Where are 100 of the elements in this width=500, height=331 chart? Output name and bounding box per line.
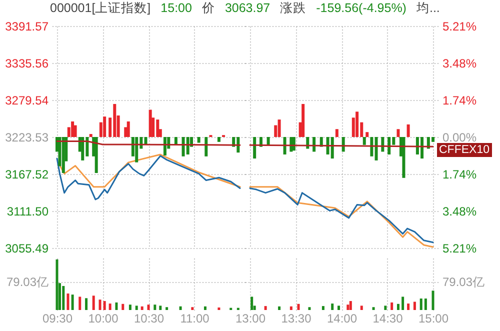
bar <box>135 137 138 162</box>
line-series <box>56 155 241 200</box>
y2-tick-label: 0.00% <box>442 130 477 144</box>
x-tick-label: 13:00 <box>235 312 266 326</box>
bar <box>290 306 292 310</box>
bar <box>253 137 256 159</box>
text: -159.56(-4.95%) <box>316 1 406 15</box>
bar <box>204 306 206 310</box>
y2-tick-label: 3.48% <box>442 56 477 70</box>
bar <box>308 307 311 310</box>
bar <box>374 137 378 160</box>
y-tick-label: 3055.49 <box>5 242 49 256</box>
bar <box>396 304 400 310</box>
bar <box>115 302 118 310</box>
x-tick-label: 13:30 <box>281 312 312 326</box>
bar <box>366 132 369 137</box>
x-tick-label: 14:00 <box>326 312 358 326</box>
bar <box>406 124 410 137</box>
bar <box>191 307 194 310</box>
bar <box>390 302 394 310</box>
bar <box>396 129 400 137</box>
bar <box>388 137 391 154</box>
bar <box>103 116 106 137</box>
bar <box>420 298 422 310</box>
bar <box>330 137 334 159</box>
y-tick-label: 3391.57 <box>5 20 49 34</box>
bar <box>135 306 138 310</box>
bar <box>163 137 166 156</box>
bar <box>71 294 74 310</box>
bar <box>302 104 305 137</box>
bar <box>338 306 340 310</box>
bar <box>349 301 352 310</box>
bar <box>197 137 200 143</box>
bar <box>94 137 98 174</box>
bar <box>402 296 404 310</box>
bar <box>85 298 88 310</box>
bar <box>154 304 156 310</box>
bar <box>424 298 427 310</box>
bar <box>413 302 416 310</box>
bar <box>407 304 410 310</box>
x-tick-label: 09:30 <box>42 312 73 326</box>
bar <box>122 304 124 310</box>
text: 15:00 <box>160 1 192 15</box>
x-tick-label: 10:30 <box>134 312 164 326</box>
bar <box>278 120 281 137</box>
bar <box>159 306 162 310</box>
bar <box>402 137 406 178</box>
text: CFFEX10 <box>437 142 492 157</box>
bar <box>98 300 102 310</box>
bar <box>103 301 106 310</box>
bar <box>81 137 84 160</box>
bar <box>432 290 434 310</box>
bar <box>335 129 338 137</box>
text: 均... <box>416 1 440 15</box>
y2-tick-label: 5.21% <box>442 242 477 256</box>
y2-tick-label: 5.21% <box>442 20 477 34</box>
bar <box>356 112 359 137</box>
bar <box>346 304 350 310</box>
bar <box>71 121 74 137</box>
bar <box>297 304 300 310</box>
text: 3063.97 <box>224 1 270 15</box>
bar <box>360 306 363 310</box>
bar <box>108 304 112 310</box>
y-tick-label: 3279.54 <box>5 94 49 108</box>
bar <box>362 137 366 145</box>
line-series <box>58 154 241 188</box>
bar <box>370 137 374 156</box>
bar <box>266 137 270 145</box>
bar <box>74 125 77 137</box>
bar <box>283 137 286 154</box>
bar <box>322 306 324 310</box>
y-tick-label: 3167.52 <box>5 168 49 182</box>
bar <box>147 304 150 310</box>
bar <box>372 307 375 310</box>
bar <box>217 137 220 142</box>
bar <box>89 134 92 137</box>
bar <box>78 296 82 310</box>
bar <box>278 306 281 310</box>
y2-tick-label: 79.03亿 <box>442 275 485 290</box>
bar <box>126 121 130 137</box>
chart-title: 000001[上证指数] <box>50 1 151 15</box>
y-tick-label: 3111.50 <box>6 204 49 218</box>
y-tick-label: 79.03亿 <box>6 275 48 290</box>
bar <box>204 137 208 156</box>
bar <box>186 137 190 154</box>
bar <box>384 306 387 310</box>
bar <box>179 306 182 310</box>
y-tick-label: 3335.56 <box>5 56 49 70</box>
text: 涨跌 <box>280 1 306 15</box>
x-tick-label: 14:30 <box>372 312 404 326</box>
bar <box>250 296 254 310</box>
bar <box>264 306 267 310</box>
x-tick-label: 15:00 <box>418 312 449 326</box>
y2-tick-label: 1.74% <box>442 93 477 108</box>
bar <box>92 296 95 310</box>
bar <box>331 304 334 310</box>
x-tick-label: 10:00 <box>88 312 119 326</box>
y2-tick-label: 1.74% <box>442 168 477 182</box>
bar <box>140 306 144 310</box>
bar <box>166 307 168 310</box>
